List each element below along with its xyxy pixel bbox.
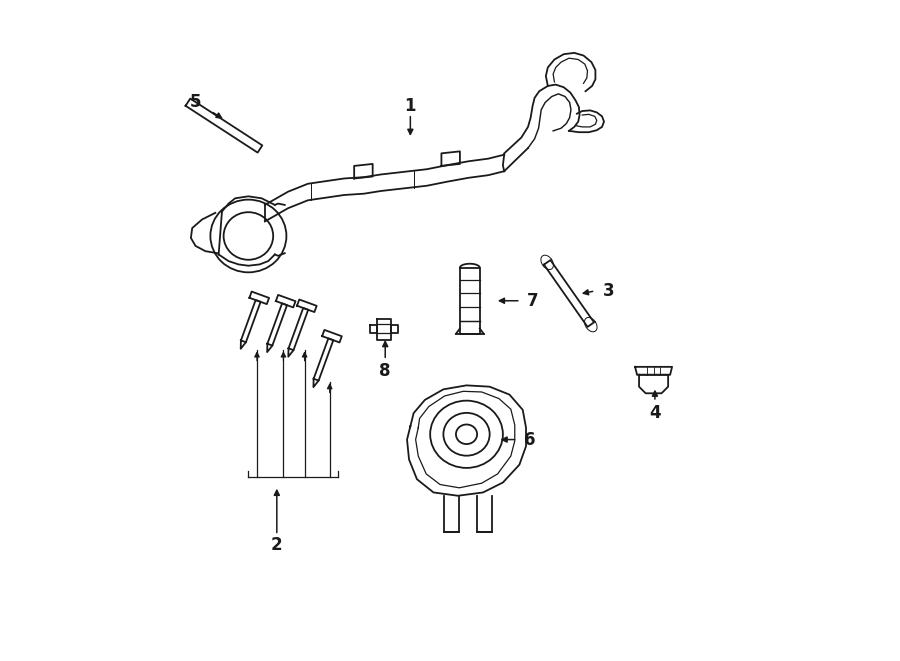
Text: 1: 1	[405, 97, 416, 115]
Text: 3: 3	[603, 282, 615, 300]
Text: 2: 2	[271, 536, 283, 555]
Text: 7: 7	[526, 292, 538, 310]
Text: 4: 4	[649, 404, 661, 422]
Text: 5: 5	[190, 93, 202, 112]
Text: 8: 8	[380, 362, 391, 381]
Text: 6: 6	[524, 430, 536, 449]
